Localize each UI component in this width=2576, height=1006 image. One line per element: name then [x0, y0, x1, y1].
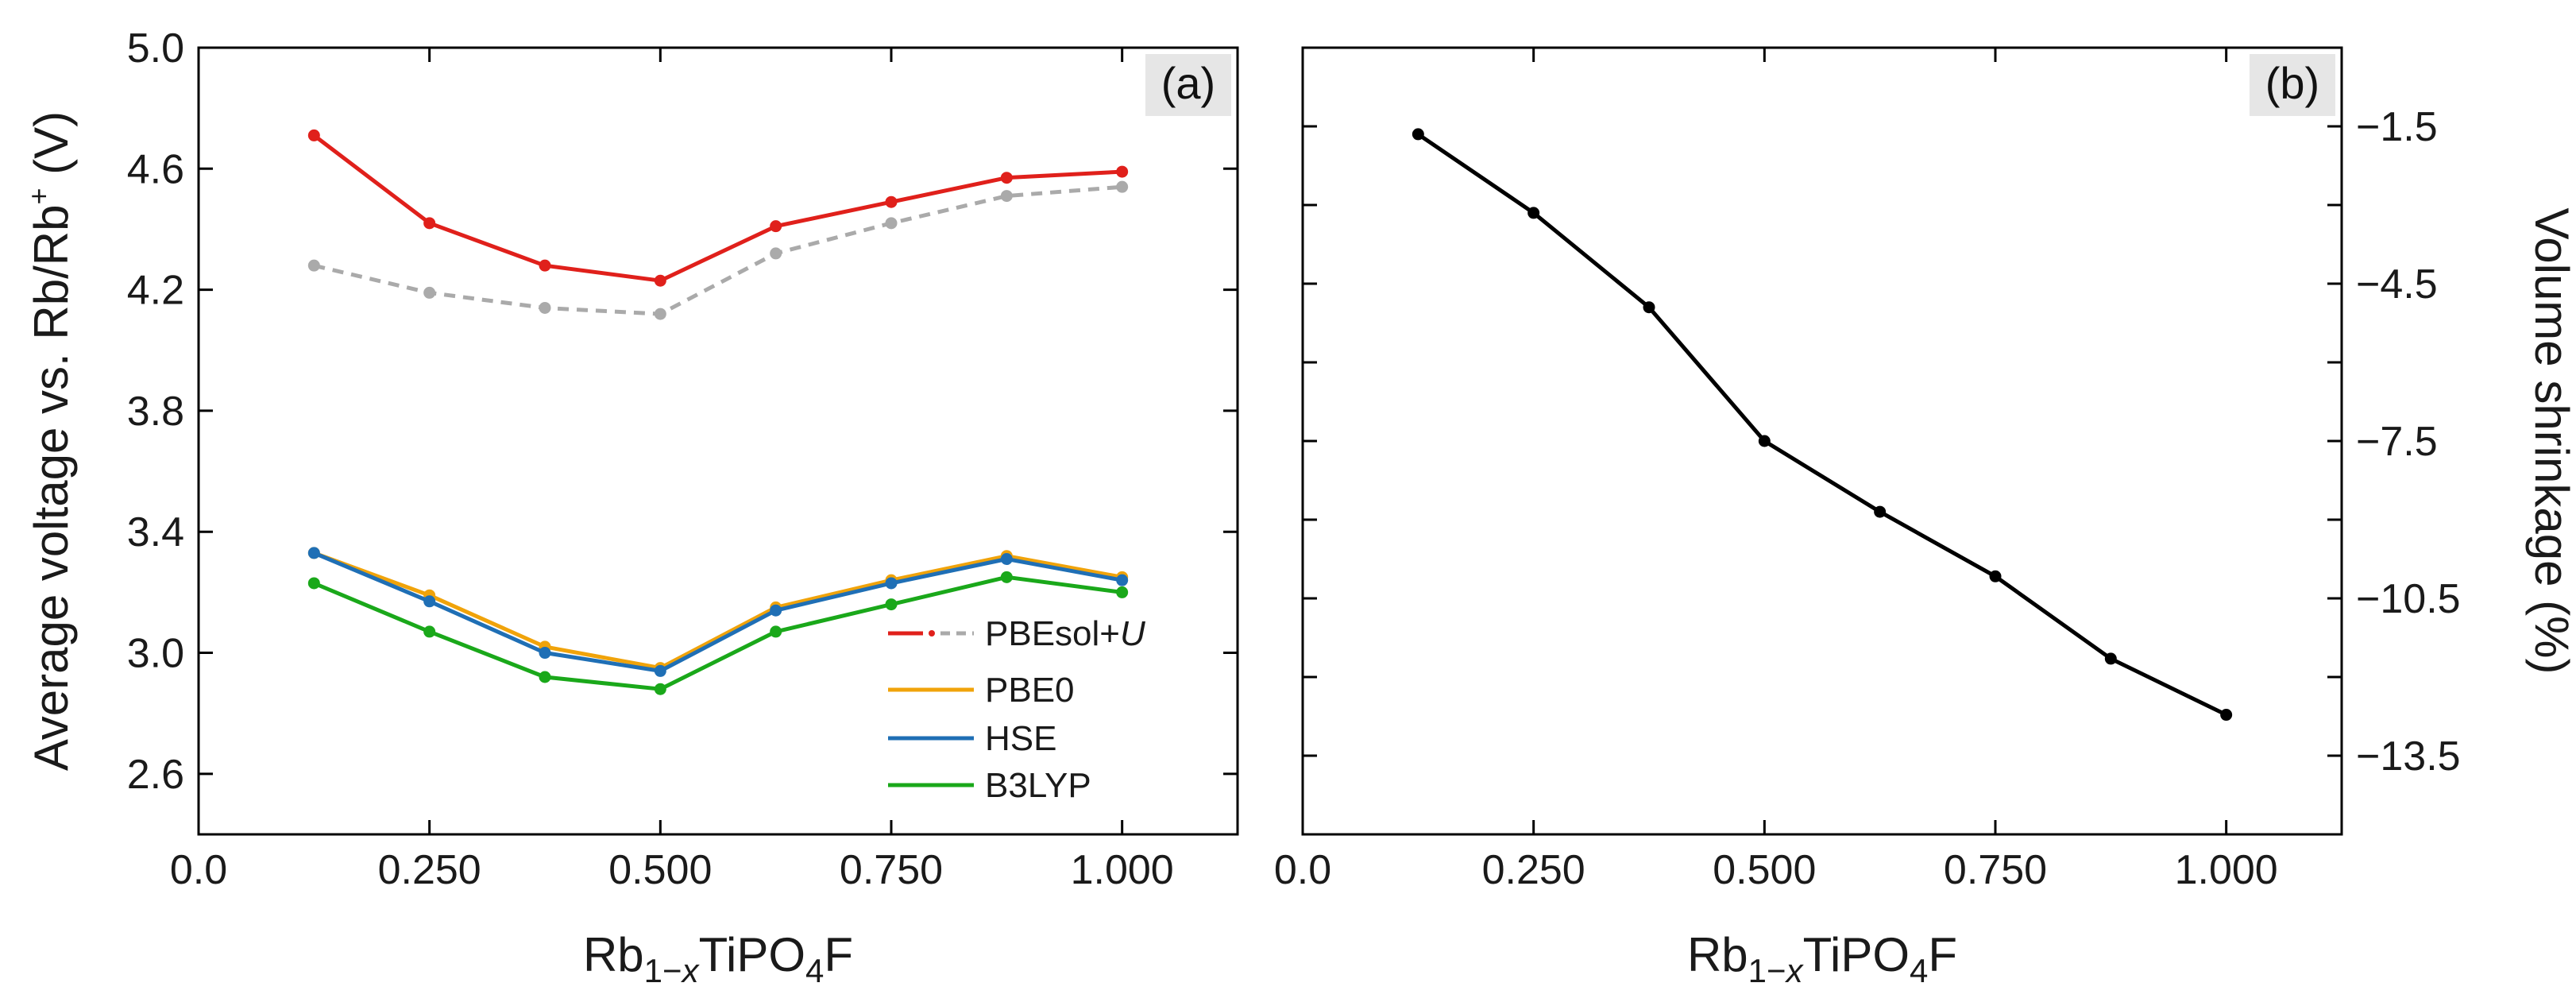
panel-a-x-tick-label: 1.000: [1071, 847, 1174, 893]
panel-b-x-tick-label: 1.000: [2175, 847, 2278, 893]
panel-a-y-tick-label: 3.4: [127, 509, 184, 555]
panel-a-series-line-0: [312, 133, 1122, 283]
panel-a-data-point: [1116, 574, 1129, 586]
panel-b-y-tick-label: −10.5: [2356, 576, 2461, 622]
panel-a-data-point: [423, 625, 436, 638]
panel-a-series-line-1: [313, 184, 1122, 316]
panel-b-y-tick-label: −13.5: [2356, 733, 2461, 780]
panel-a-data-point: [423, 595, 436, 608]
panel-b-data-point: [1758, 435, 1771, 447]
panel-a-plot-area: [197, 46, 1239, 836]
panel-a-series-line-4: [313, 575, 1123, 691]
panel-a-data-point: [307, 577, 320, 590]
panel-b-data-point: [1643, 301, 1655, 314]
legend-label-pbe0: PBE0: [985, 671, 1075, 710]
panel-a-y-tick-label: 3.8: [127, 389, 184, 435]
panel-b-y-tick-label: −1.5: [2356, 104, 2438, 150]
panel-a-data-point: [770, 625, 782, 638]
panel-a-data-point: [885, 598, 898, 611]
panel-b-x-tick-label: 0.750: [1944, 847, 2047, 893]
panel-a-data-point: [423, 217, 436, 230]
panel-a-data-point: [654, 308, 666, 320]
panel-a-data-point: [307, 259, 320, 272]
panel-a-data-point: [539, 301, 551, 314]
panel-a-data-point: [1000, 190, 1013, 203]
panel-a-data-point: [770, 247, 782, 260]
panel-b-data-point: [1874, 505, 1887, 518]
panel-a-data-point: [885, 577, 898, 590]
panel-b-series-line-0: [1416, 132, 2227, 717]
panel-b-label-box: [2250, 54, 2335, 116]
panel-a-x-tick-label: 0.500: [608, 847, 712, 893]
panel-a-data-point: [654, 664, 666, 677]
legend-swatch-pbesol-dot: [929, 630, 935, 636]
panel-a-data-point: [307, 129, 320, 141]
panel-a-data-point: [539, 647, 551, 660]
panel-a-data-point: [1116, 165, 1129, 178]
legend-label-b3lyp: B3LYP: [985, 766, 1091, 805]
panel-b-x-tick-label: 0.250: [1482, 847, 1585, 893]
panel-a-label: (a): [1161, 58, 1215, 108]
panel-b-x-axis-label: Rb1−xTiPO4F: [1687, 928, 1957, 989]
panel-a-label-box: [1145, 54, 1231, 116]
panel-b-y-tick-label: −7.5: [2356, 419, 2438, 465]
panel-a-data-point: [1000, 553, 1013, 565]
panel-a-data-point: [654, 274, 666, 287]
chart-marks: 0.0 0.250 0.500 0.750 1.000 2.6 3.0 3.4 3.8 4.2 4.…: [127, 25, 2461, 893]
panel-a-x-tick-label: 0.0: [170, 847, 227, 893]
legend-label-pbesol: PBEsol+U: [985, 614, 1145, 653]
panel-a-data-point: [1000, 571, 1013, 583]
panel-a-data-point: [539, 671, 551, 683]
panel-a-y-tick-label: 2.6: [127, 752, 184, 798]
panel-a-series-line-2: [313, 551, 1123, 671]
panel-b-data-point: [1989, 570, 2002, 582]
legend: PBEsol+U PBE0 HSE B3LYP: [888, 614, 1145, 805]
panel-b-data-point: [1412, 128, 1424, 141]
panel-a-y-tick-label: 4.2: [127, 268, 184, 314]
panel-b-data-point: [1527, 207, 1540, 219]
panel-a-data-point: [770, 220, 782, 233]
panel-a-data-point: [770, 604, 782, 617]
panel-a-data-point: [539, 259, 551, 272]
panel-a-y-axis-label: Average voltage vs. Rb/Rb+ (V): [22, 111, 78, 771]
panel-b-plot-area: [1301, 46, 2343, 836]
legend-label-hse: HSE: [985, 719, 1056, 758]
panel-a-data-point: [1116, 180, 1129, 193]
panel-b-x-tick-label: 0.0: [1274, 847, 1331, 893]
panel-b-data-point: [2104, 652, 2117, 665]
panel-a-y-tick-label: 5.0: [127, 25, 184, 72]
panel-a-data-point: [307, 547, 320, 559]
panel-a-series-line-3: [313, 551, 1123, 673]
panel-a-data-point: [885, 195, 898, 208]
panel-b-y-tick-label: −4.5: [2356, 261, 2438, 308]
panel-a-data-point: [423, 286, 436, 299]
panel-b-data-point: [2220, 709, 2233, 722]
panel-b-y-axis-label: Volume shrinkage (%): [2525, 208, 2576, 675]
panel-a-data-point: [885, 217, 898, 230]
panel-a-data-point: [654, 683, 666, 695]
panel-a-x-axis-label: Rb1−xTiPO4F: [583, 928, 853, 989]
panel-a-x-tick-label: 0.250: [378, 847, 481, 893]
panel-b-label: (b): [2265, 58, 2319, 108]
panel-b-x-tick-label: 0.500: [1713, 847, 1816, 893]
panel-a-x-tick-label: 0.750: [840, 847, 943, 893]
panel-a-data-point: [1116, 586, 1129, 598]
panel-a-y-tick-label: 3.0: [127, 631, 184, 677]
panel-a-y-tick-label: 4.6: [127, 146, 184, 192]
panel-a-data-point: [1000, 172, 1013, 184]
